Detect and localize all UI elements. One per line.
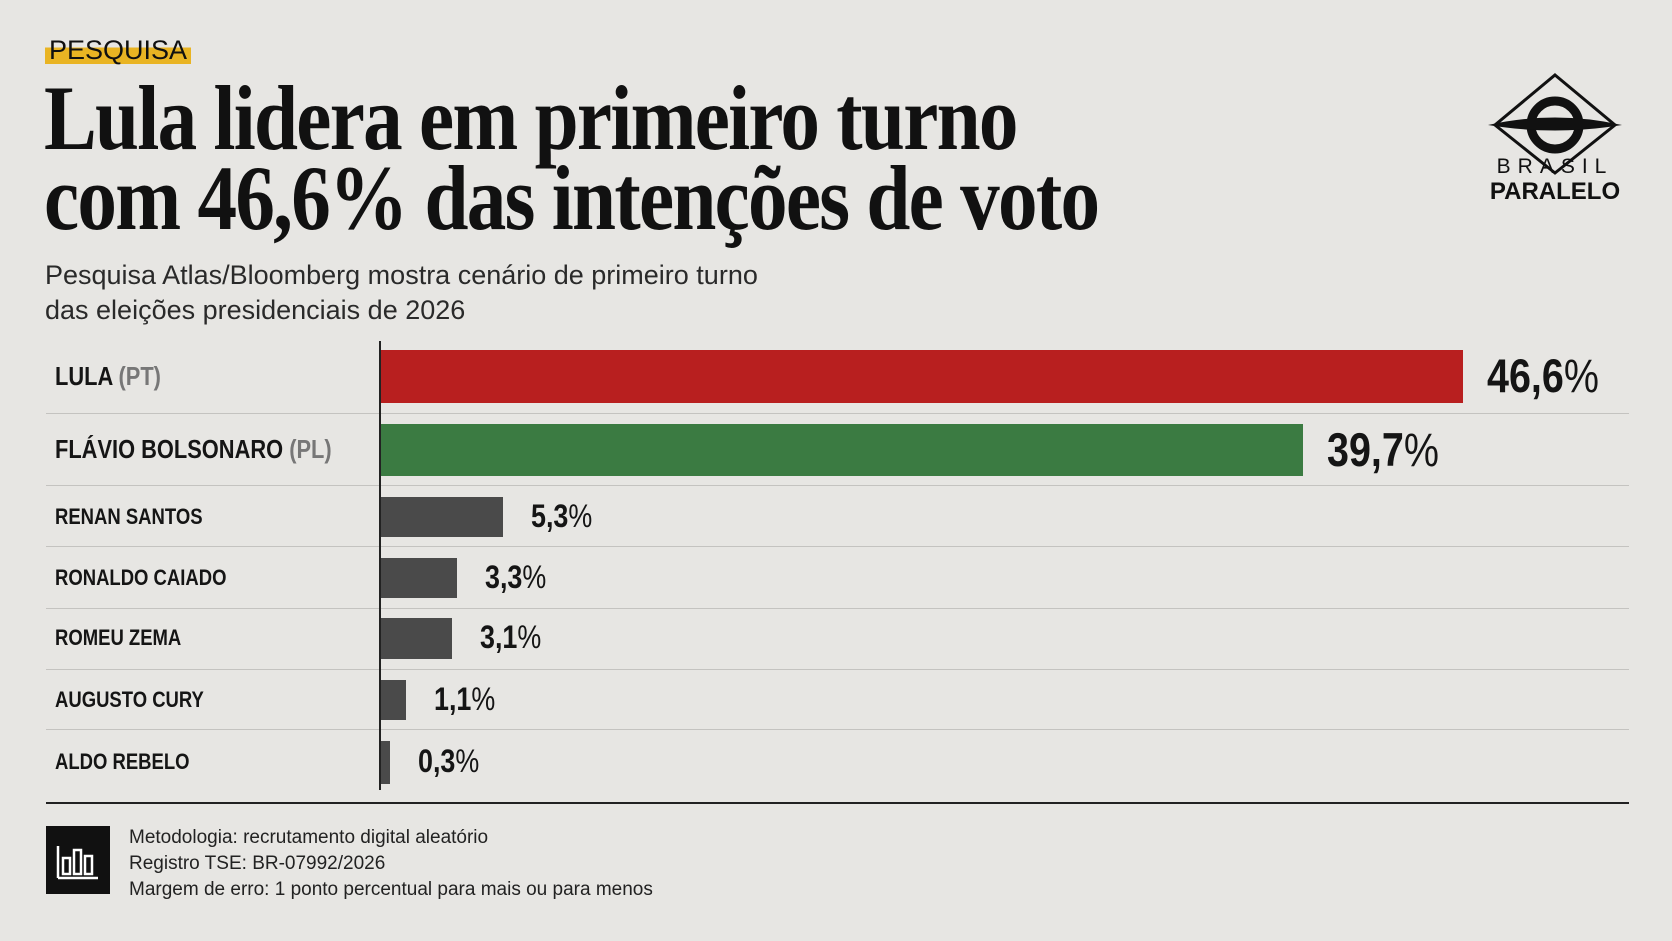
value-number: 1,1: [433, 680, 471, 717]
value-unit: %: [1403, 422, 1439, 476]
value-number: 3,3: [484, 558, 523, 595]
value-label: 46,6%: [1487, 348, 1599, 403]
subtitle-line-2: das eleições presidenciais de 2026: [45, 295, 466, 325]
bar: [380, 680, 406, 720]
candidate-party: (PT): [118, 360, 161, 391]
candidate-name: FLÁVIO BOLSONARO: [55, 434, 284, 465]
footer-margin: Margem de erro: 1 ponto percentual para …: [129, 879, 653, 900]
bar: [380, 741, 390, 784]
kicker-label: PESQUISA: [45, 34, 192, 65]
brasil-paralelo-logo-icon: [1488, 73, 1622, 175]
bar: [380, 424, 1303, 476]
candidate-label: AUGUSTO CURY: [55, 687, 204, 713]
value-unit: %: [470, 680, 495, 717]
value-unit: %: [517, 619, 542, 656]
value-label: 3,1%: [480, 619, 541, 656]
value-label: 1,1%: [434, 681, 495, 718]
candidate-name: RENAN SANTOS: [55, 503, 203, 529]
logo-paralelo: PARALELO: [1489, 178, 1621, 205]
value-unit: %: [522, 558, 546, 595]
value-label: 39,7%: [1327, 422, 1439, 477]
value-unit: %: [1563, 349, 1599, 403]
row-separator: [46, 608, 1629, 609]
candidate-party: (PL): [289, 434, 332, 465]
bar-chart-icon: [46, 826, 110, 894]
chart-bottom-rule: [46, 802, 1629, 804]
value-label: 0,3%: [418, 743, 479, 780]
bar: [380, 618, 453, 659]
candidate-label: RONALDO CAIADO: [55, 565, 226, 591]
row-separator: [46, 413, 1629, 414]
value-unit: %: [568, 497, 593, 534]
bar: [380, 497, 504, 537]
candidate-label: RENAN SANTOS: [55, 504, 203, 530]
candidate-name: AUGUSTO CURY: [55, 686, 204, 712]
footer-methodology: Metodologia: recrutamento digital aleató…: [129, 827, 489, 848]
candidate-name: ALDO REBELO: [55, 749, 190, 775]
value-number: 5,3: [531, 497, 569, 534]
bar: [380, 350, 1463, 403]
row-separator: [46, 485, 1629, 486]
page-title: Lula lidera em primeiro turno com 46,6% …: [44, 67, 1100, 249]
row-separator: [46, 546, 1629, 547]
value-label: 5,3%: [531, 498, 592, 535]
candidate-name: LULA: [55, 360, 113, 391]
candidate-label: ALDO REBELO: [55, 749, 190, 775]
candidate-label: FLÁVIO BOLSONARO (PL): [55, 434, 332, 465]
candidate-name: RONALDO CAIADO: [55, 564, 227, 590]
row-separator: [46, 729, 1629, 730]
row-separator: [46, 669, 1629, 670]
chart-axis: [379, 341, 381, 790]
candidate-label: LULA (PT): [55, 361, 161, 392]
value-number: 46,6: [1487, 349, 1564, 403]
candidate-name: ROMEU ZEMA: [55, 625, 182, 651]
subtitle-line-1: Pesquisa Atlas/Bloomberg mostra cenário …: [45, 260, 758, 290]
title-line-1: Lula lidera em primeiro turno: [44, 67, 1018, 169]
value-unit: %: [455, 743, 480, 780]
candidate-label: ROMEU ZEMA: [55, 625, 181, 651]
footer-registry: Registro TSE: BR-07992/2026: [129, 853, 386, 874]
value-number: 3,1: [480, 619, 518, 656]
value-number: 0,3: [418, 743, 456, 780]
subtitle: Pesquisa Atlas/Bloomberg mostra cenário …: [45, 258, 758, 328]
logo-brasil: BRASIL: [1496, 155, 1614, 178]
value-number: 39,7: [1326, 422, 1404, 476]
title-line-2: com 46,6% das intenções de voto: [44, 147, 1100, 249]
bar: [380, 558, 457, 598]
value-label: 3,3%: [485, 559, 546, 596]
